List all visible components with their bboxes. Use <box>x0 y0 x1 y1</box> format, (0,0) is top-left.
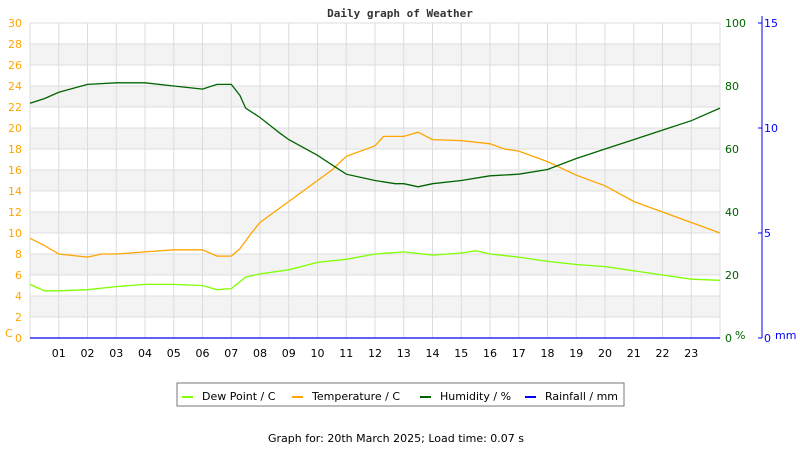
series-line-temperature <box>29 131 721 258</box>
x-tick-label: 13 <box>397 347 411 360</box>
left-tick-label: 6 <box>15 269 22 282</box>
footer-text: Graph for: 20th March 2025; Load time: 0… <box>268 432 524 445</box>
x-tick-label: 19 <box>569 347 583 360</box>
left-tick-label: 0 <box>15 332 22 345</box>
left-tick-label: 2 <box>15 311 22 324</box>
x-tick-label: 18 <box>541 347 555 360</box>
humidity-tick-label: 0 <box>725 332 732 345</box>
left-tick-label: 4 <box>15 290 22 303</box>
rain-tick-label: 15 <box>764 17 778 30</box>
rain-axis-label: mm <box>775 329 796 342</box>
x-tick-label: 01 <box>52 347 66 360</box>
left-tick-label: 8 <box>15 248 22 261</box>
x-tick-label: 03 <box>109 347 123 360</box>
left-tick-label: 22 <box>8 101 22 114</box>
legend-label-rainfall: Rainfall / mm <box>545 390 618 403</box>
x-tick-label: 23 <box>684 347 698 360</box>
legend-label-humidity: Humidity / % <box>440 390 511 403</box>
rain-tick-label: 5 <box>764 227 771 240</box>
x-tick-label: 16 <box>483 347 497 360</box>
series-line-dew <box>29 250 721 292</box>
x-tick-label: 22 <box>656 347 670 360</box>
legend-box <box>176 382 625 407</box>
left-tick-label: 10 <box>8 227 22 240</box>
x-tick-label: 17 <box>512 347 526 360</box>
series-lines <box>29 82 721 339</box>
x-tick-label: 21 <box>627 347 641 360</box>
x-tick-label: 07 <box>224 347 238 360</box>
x-tick-label: 14 <box>426 347 440 360</box>
left-tick-label: 20 <box>8 122 22 135</box>
legend-label-dew-point: Dew Point / C <box>202 390 276 403</box>
left-tick-label: 18 <box>8 143 22 156</box>
left-tick-label: 14 <box>8 185 22 198</box>
chart-title: Daily graph of Weather <box>327 7 473 20</box>
x-tick-label: 05 <box>167 347 181 360</box>
x-tick-label: 06 <box>196 347 210 360</box>
left-tick-label: 16 <box>8 164 22 177</box>
legend: Dew Point / C Temperature / C Humidity /… <box>176 382 625 407</box>
humidity-tick-label: 100 <box>725 17 746 30</box>
x-tick-label: 09 <box>282 347 296 360</box>
left-tick-label: 12 <box>8 206 22 219</box>
humidity-tick-label: 40 <box>725 206 739 219</box>
x-tick-label: 15 <box>454 347 468 360</box>
x-tick-label: 10 <box>311 347 325 360</box>
left-tick-label: 26 <box>8 59 22 72</box>
legend-label-temperature: Temperature / C <box>311 390 400 403</box>
left-axis-label: C <box>5 327 13 340</box>
left-tick-label: 30 <box>8 17 22 30</box>
x-tick-label: 04 <box>138 347 152 360</box>
x-tick-label: 12 <box>368 347 382 360</box>
humidity-tick-label: 20 <box>725 269 739 282</box>
humidity-axis-label: % <box>735 329 745 342</box>
x-tick-label: 02 <box>81 347 95 360</box>
x-tick-label: 20 <box>598 347 612 360</box>
rain-tick-label: 0 <box>764 332 771 345</box>
x-tick-label: 08 <box>253 347 267 360</box>
series-line-humidity <box>29 82 721 188</box>
left-tick-label: 28 <box>8 38 22 51</box>
humidity-tick-label: 60 <box>725 143 739 156</box>
x-tick-label: 11 <box>339 347 353 360</box>
humidity-tick-label: 80 <box>725 80 739 93</box>
left-tick-label: 24 <box>8 80 22 93</box>
rain-tick-label: 10 <box>764 122 778 135</box>
